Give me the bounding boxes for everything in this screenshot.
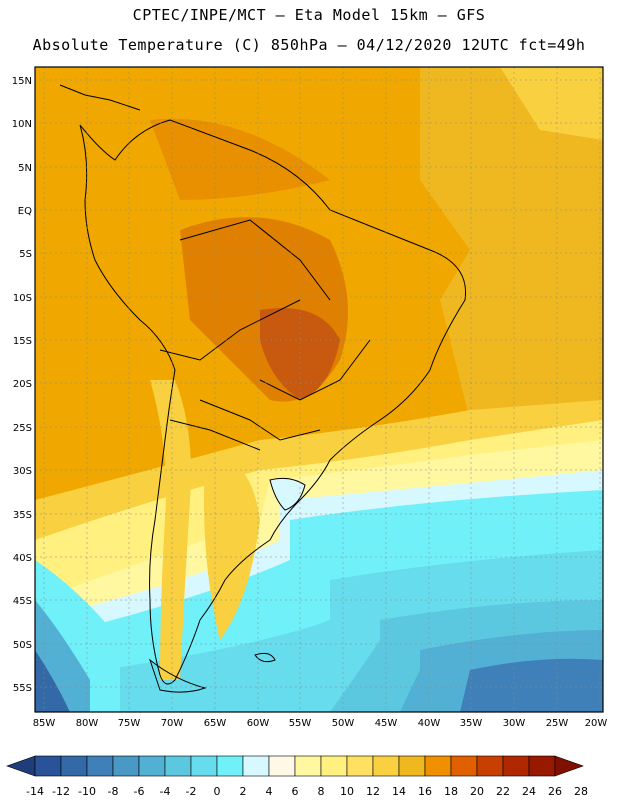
colorbar-swatch xyxy=(502,755,530,777)
colorbar-swatch xyxy=(346,755,374,777)
lon-label: 60W xyxy=(247,718,270,729)
lon-label: 35W xyxy=(460,718,483,729)
colorbar-label: -2 xyxy=(186,785,197,798)
lat-label: 30S xyxy=(13,466,32,477)
colorbar-swatch xyxy=(268,755,296,777)
lon-label: 45W xyxy=(375,718,398,729)
colorbar-swatch xyxy=(476,755,504,777)
colorbar-label: 8 xyxy=(318,785,325,798)
colorbar-min-arrow xyxy=(6,755,36,777)
colorbar-label: 10 xyxy=(340,785,354,798)
lon-label: 65W xyxy=(204,718,227,729)
latitude-labels: 15N 10N 5N EQ 5S 10S 15S 20S 25S 30S 35S… xyxy=(12,76,32,694)
lat-label: 5N xyxy=(18,163,32,174)
lat-label: 10N xyxy=(12,119,32,130)
lon-label: 55W xyxy=(289,718,312,729)
lat-label: 10S xyxy=(13,293,32,304)
lat-label: 20S xyxy=(13,379,32,390)
colorbar-label: 16 xyxy=(418,785,432,798)
map-frame xyxy=(34,66,604,713)
lat-label: 40S xyxy=(13,553,32,564)
colorbar-label: 28 xyxy=(574,785,588,798)
colorbar-swatch xyxy=(60,755,88,777)
colorbar-label: 26 xyxy=(548,785,562,798)
lat-label: 15N xyxy=(12,76,32,87)
colorbar-label: 22 xyxy=(496,785,510,798)
lon-label: 40W xyxy=(418,718,441,729)
colorbar-swatch xyxy=(216,755,244,777)
colorbar-label: 4 xyxy=(266,785,273,798)
colorbar-swatch xyxy=(190,755,218,777)
colorbar-labels: -14 -12 -10 -8 -6 -4 -2 0 2 4 6 8 10 12 … xyxy=(26,785,588,798)
colorbar-swatch xyxy=(294,755,322,777)
lat-label: 55S xyxy=(13,683,32,694)
lon-label: 85W xyxy=(33,718,56,729)
colorbar-max-arrow xyxy=(554,755,584,777)
colorbar-swatch xyxy=(164,755,192,777)
colorbar-label: 20 xyxy=(470,785,484,798)
colorbar-label: 18 xyxy=(444,785,458,798)
lat-label: 5S xyxy=(19,249,32,260)
lon-label: 75W xyxy=(118,718,141,729)
lon-label: 30W xyxy=(503,718,526,729)
lat-label: 35S xyxy=(13,510,32,521)
map-title-line-2: Absolute Temperature (C) 850hPa – 04/12/… xyxy=(32,36,586,54)
lon-label: 25W xyxy=(546,718,569,729)
colorbar-label: -12 xyxy=(52,785,70,798)
colorbar-label: 24 xyxy=(522,785,536,798)
temperature-field xyxy=(35,67,603,712)
colorbar-swatch xyxy=(34,755,62,777)
lat-label: 15S xyxy=(13,336,32,347)
colorbar-swatch xyxy=(372,755,400,777)
colorbar-swatch xyxy=(528,755,556,777)
longitude-labels: 85W 80W 75W 70W 65W 60W 55W 50W 45W 40W … xyxy=(33,718,608,729)
coastline xyxy=(59,84,467,693)
lat-label: 50S xyxy=(13,640,32,651)
colorbar-label: -10 xyxy=(78,785,96,798)
lon-label: 80W xyxy=(76,718,99,729)
colorbar-label: -14 xyxy=(26,785,44,798)
colorbar-label: -8 xyxy=(108,785,119,798)
colorbar-label: -6 xyxy=(134,785,145,798)
colorbar-swatch xyxy=(242,755,270,777)
lat-label: 25S xyxy=(13,423,32,434)
lat-label: EQ xyxy=(18,206,32,217)
colorbar-label: -4 xyxy=(160,785,171,798)
colorbar-swatch xyxy=(112,755,140,777)
colorbar-swatch xyxy=(86,755,114,777)
colorbar-swatch xyxy=(424,755,452,777)
lat-label: 45S xyxy=(13,596,32,607)
colorbar xyxy=(6,755,584,777)
colorbar-label: 12 xyxy=(366,785,380,798)
colorbar-swatch xyxy=(450,755,478,777)
colorbar-label: 6 xyxy=(292,785,299,798)
colorbar-label: 14 xyxy=(392,785,406,798)
colorbar-swatch xyxy=(138,755,166,777)
colorbar-swatch xyxy=(320,755,348,777)
colorbar-swatch xyxy=(398,755,426,777)
lon-label: 50W xyxy=(332,718,355,729)
lon-label: 20W xyxy=(585,718,608,729)
lon-label: 70W xyxy=(161,718,184,729)
colorbar-label: 0 xyxy=(214,785,221,798)
colorbar-label: 2 xyxy=(240,785,247,798)
map-title-line-1: CPTEC/INPE/MCT – Eta Model 15km – GFS xyxy=(132,6,486,24)
